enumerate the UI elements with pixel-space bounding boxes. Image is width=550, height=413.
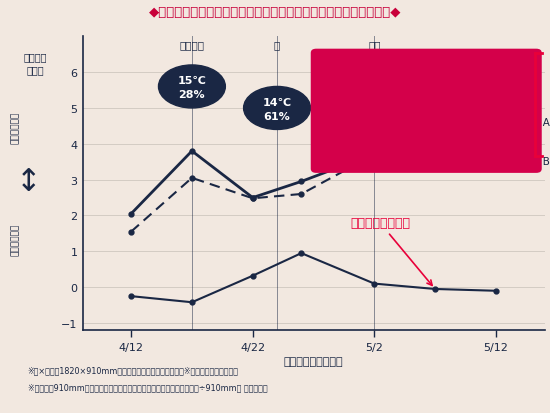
Ellipse shape xyxy=(341,66,408,109)
Text: 気温、湿度からの影響を
受けにくい。
反り数値は1%未満です。: 気温、湿度からの影響を 受けにくい。 反り数値は1%未満です。 xyxy=(334,85,418,126)
Text: 反りが大きい: 反りが大きい xyxy=(11,112,20,144)
Text: 15℃: 15℃ xyxy=(178,76,206,86)
Text: 晴れ: 晴れ xyxy=(368,40,381,50)
Text: ※短い辺（910mm）に糸を貼り深さを計り反りを測定する（反りの深さ÷910mm＝ 反り数値）: ※短い辺（910mm）に糸を貼り深さを計り反りを測定する（反りの深さ÷910mm… xyxy=(28,382,267,391)
Text: 14℃: 14℃ xyxy=(262,97,292,107)
Text: 反り数値
（％）: 反り数値 （％） xyxy=(24,52,47,75)
Text: 45%: 45% xyxy=(361,90,388,100)
Text: 61%: 61% xyxy=(263,112,290,121)
Text: ハレパネソラーズ: ハレパネソラーズ xyxy=(350,217,432,286)
Text: 他社サンプル B: 他社サンプル B xyxy=(498,149,550,166)
Text: ※３×６版（1820×910mm）に片面印刷物貼り済みパネル※実使用環境を疑似再現: ※３×６版（1820×910mm）に片面印刷物貼り済みパネル※実使用環境を疑似再… xyxy=(28,366,239,375)
Text: ◆ハレパネソラーズと他社同等パネルによる環境変化での反り比較◆: ◆ハレパネソラーズと他社同等パネルによる環境変化での反り比較◆ xyxy=(148,6,402,19)
Text: 举いた日: 举いた日 xyxy=(179,40,205,50)
Text: 26℃: 26℃ xyxy=(360,76,389,86)
Text: 他社サンプル A: 他社サンプル A xyxy=(498,117,550,139)
Ellipse shape xyxy=(158,66,225,109)
Text: 28%: 28% xyxy=(179,90,205,100)
Text: 反りが小さい: 反りが小さい xyxy=(11,223,20,256)
Text: 雨: 雨 xyxy=(274,40,280,50)
Text: ↕: ↕ xyxy=(16,167,41,196)
Ellipse shape xyxy=(244,87,310,130)
X-axis label: 経過日付（月／日）: 経過日付（月／日） xyxy=(284,356,343,366)
